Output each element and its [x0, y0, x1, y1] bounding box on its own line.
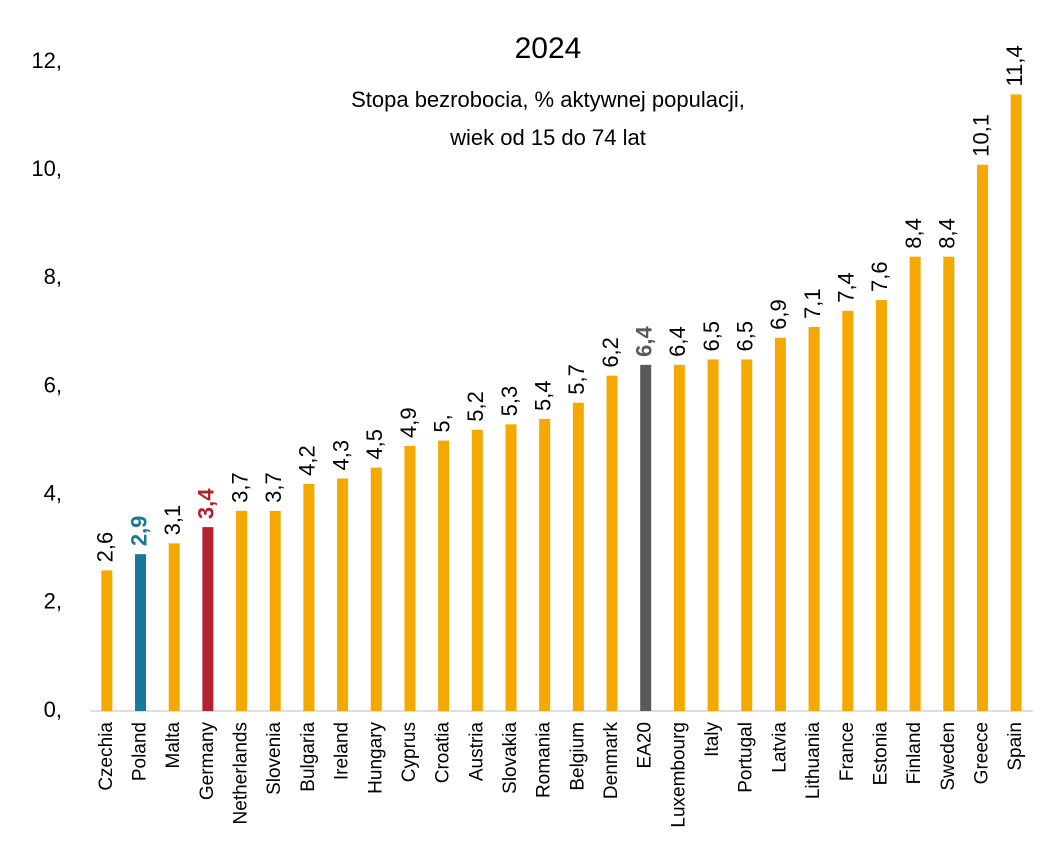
value-label: 2,9: [126, 516, 151, 547]
value-label: 5,: [429, 414, 454, 432]
value-label: 4,5: [362, 429, 387, 460]
bar: [269, 510, 281, 711]
value-label: 6,5: [733, 321, 758, 352]
bar: [875, 299, 887, 711]
value-label: 8,4: [935, 218, 960, 249]
value-label: 10,1: [968, 114, 993, 157]
bar: [236, 510, 248, 711]
bar: [808, 327, 820, 711]
chart-subtitle: wiek od 15 do 74 lat: [449, 125, 646, 150]
x-tick-label: France: [837, 722, 858, 781]
value-label: 4,2: [295, 445, 320, 476]
chart-subtitle: Stopa bezrobocia, % aktywnej populacji,: [351, 87, 745, 112]
y-tick-label: 0,: [44, 697, 62, 722]
x-tick-label: Denmark: [601, 722, 622, 800]
bar: [976, 164, 988, 712]
bar: [404, 445, 416, 711]
value-label: 5,4: [530, 380, 555, 411]
bar: [707, 359, 719, 711]
value-label: 3,7: [227, 472, 252, 503]
bar: [303, 483, 315, 711]
y-tick-label: 2,: [44, 589, 62, 614]
bar: [640, 364, 652, 711]
value-label: 4,3: [328, 440, 353, 471]
x-tick-label: Lithuania: [803, 722, 824, 800]
value-label: 3,7: [261, 472, 286, 503]
bar: [909, 256, 921, 711]
bar: [1010, 94, 1022, 711]
x-tick-label: Czechia: [96, 722, 117, 791]
x-tick-label: Malta: [163, 722, 184, 769]
x-tick-label: Slovenia: [264, 722, 285, 795]
x-tick-label: Portugal: [736, 722, 757, 793]
value-label: 3,1: [160, 505, 185, 536]
x-tick-label: Finland: [904, 722, 925, 784]
value-label: 7,1: [800, 288, 825, 319]
bar: [606, 375, 618, 711]
bar: [842, 310, 854, 711]
value-label: 6,9: [766, 299, 791, 330]
bar: [370, 467, 382, 711]
bar: [572, 402, 584, 711]
x-tick-label: Slovakia: [500, 722, 521, 794]
x-tick-label: Italy: [702, 722, 723, 757]
bar: [505, 424, 517, 711]
value-label: 8,4: [901, 218, 926, 249]
y-tick-label: 6,: [44, 372, 62, 397]
x-tick-label: EA20: [635, 722, 656, 768]
x-tick-label: Estonia: [870, 722, 891, 786]
value-label: 11,4: [1002, 45, 1027, 86]
value-label: 6,4: [632, 326, 657, 357]
bar: [943, 256, 955, 711]
bar: [741, 359, 753, 711]
value-label: 7,4: [834, 272, 859, 303]
x-tick-label: Netherlands: [231, 722, 252, 824]
x-tick-label: Hungary: [365, 722, 386, 794]
value-label: 5,3: [497, 386, 522, 417]
bar: [168, 543, 180, 711]
value-label: 2,6: [93, 532, 118, 563]
bar: [337, 478, 349, 711]
x-tick-label: Cyprus: [399, 722, 420, 782]
bar: [673, 364, 685, 711]
chart-title: 2024: [515, 32, 582, 65]
x-tick-label: Bulgaria: [298, 722, 319, 792]
x-tick-label: Sweden: [938, 722, 959, 791]
bar: [202, 527, 214, 711]
x-tick-label: Poland: [130, 722, 151, 781]
x-tick-label: Romania: [534, 722, 555, 798]
y-tick-label: 10,: [31, 156, 62, 181]
x-tick-label: Ireland: [332, 722, 353, 780]
bar: [135, 554, 147, 711]
bar: [539, 418, 551, 711]
y-tick-label: 12,: [31, 48, 62, 73]
x-tick-label: Austria: [466, 722, 487, 782]
y-tick-label: 4,: [44, 480, 62, 505]
x-tick-label: Luxembourg: [668, 722, 689, 828]
x-tick-label: Belgium: [567, 722, 588, 791]
x-tick-label: Croatia: [433, 722, 454, 784]
value-label: 7,6: [867, 261, 892, 292]
value-label: 5,7: [564, 364, 589, 395]
bar: [471, 429, 483, 711]
value-label: 3,4: [194, 488, 219, 519]
x-tick-label: Germany: [197, 722, 218, 801]
bar: [774, 337, 786, 711]
value-label: 5,2: [463, 391, 488, 422]
x-tick-label: Greece: [971, 722, 992, 784]
value-label: 6,5: [699, 321, 724, 352]
bar: [438, 440, 450, 711]
y-tick-label: 8,: [44, 264, 62, 289]
value-label: 6,4: [665, 326, 690, 357]
x-tick-label: Latvia: [769, 722, 790, 773]
value-label: 4,9: [396, 407, 421, 438]
value-label: 6,2: [598, 337, 623, 368]
x-tick-label: Spain: [1005, 722, 1026, 771]
bar: [101, 570, 113, 711]
